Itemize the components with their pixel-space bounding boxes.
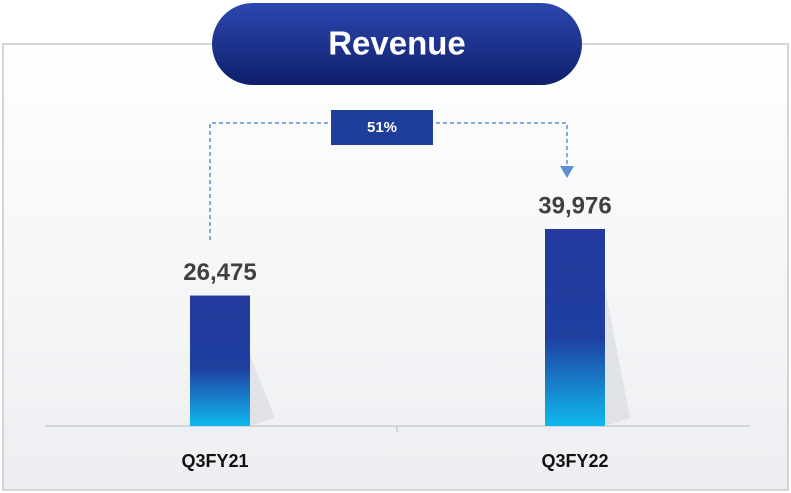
bar	[545, 229, 605, 426]
x-tick-label: Q3FY22	[541, 451, 608, 471]
bar	[190, 295, 250, 426]
title-pill	[212, 3, 582, 85]
chart-title: Revenue	[328, 25, 466, 62]
annotation-box	[331, 110, 433, 145]
arrow-head	[560, 166, 574, 178]
bar-shadow	[605, 289, 630, 426]
x-tick-label: Q3FY21	[181, 451, 248, 471]
value-label: 39,976	[538, 192, 611, 219]
annotation: 51%	[367, 119, 397, 136]
value-label: 26,475	[183, 259, 256, 286]
bar-shadow	[250, 355, 275, 426]
